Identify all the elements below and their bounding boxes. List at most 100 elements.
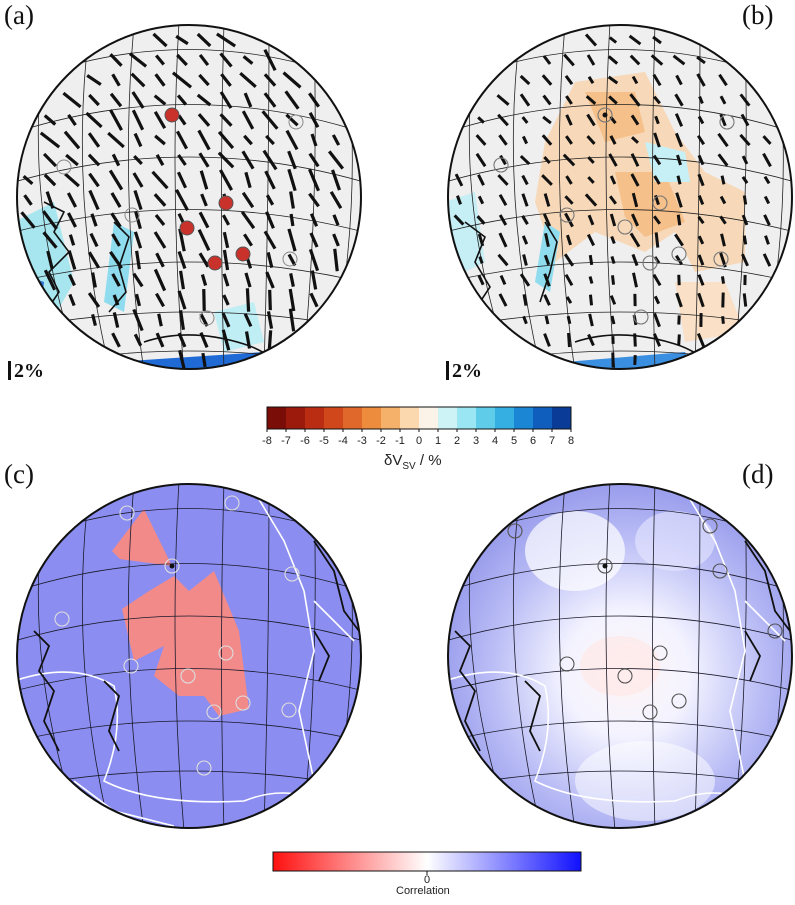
anisotropy-stick (630, 153, 640, 167)
velocity-label-sub: SV (402, 461, 416, 472)
anisotropy-stick (157, 313, 163, 327)
anisotropy-stick (721, 316, 725, 324)
anisotropy-stick (543, 156, 551, 164)
anisotropy-stick (43, 269, 57, 291)
panel-label-a: (a) (4, 0, 34, 30)
anisotropy-stick (477, 274, 485, 286)
anisotropy-stick (288, 288, 296, 312)
anisotropy-stick (522, 294, 528, 306)
velocity-colorbar-tick-label: 1 (435, 435, 441, 447)
anisotropy-stick (155, 154, 165, 166)
anisotropy-stick (567, 332, 571, 348)
anisotropy-stick (607, 75, 619, 85)
anisotropy-stick (631, 253, 639, 267)
anisotropy-stick (87, 153, 101, 167)
anisotropy-stick (308, 92, 320, 108)
anisotropy-stick (133, 154, 143, 166)
correlation-tick-zero: 0 (424, 874, 430, 883)
anisotropy-stick (222, 294, 230, 306)
anisotropy-stick (654, 115, 660, 125)
anisotropy-stick (565, 114, 573, 126)
anisotropy-stick (477, 116, 485, 124)
anisotropy-stick (282, 71, 302, 89)
anisotropy-stick (39, 131, 61, 149)
anisotropy-stick (131, 91, 145, 109)
anisotropy-stick (564, 195, 574, 205)
velocity-colorbar-cell (286, 407, 306, 429)
anisotropy-stick (610, 235, 616, 245)
velocity-colorbar-tick-label: -4 (338, 435, 348, 447)
velocity-label-unit: / % (415, 452, 442, 469)
anisotropy-stick (310, 270, 318, 290)
scale-bar-line (446, 361, 449, 380)
anisotropy-stick (631, 192, 639, 208)
anisotropy-stick (565, 135, 573, 145)
anisotropy-stick (240, 210, 256, 230)
anisotropy-stick (154, 134, 166, 146)
anisotropy-stick (111, 233, 121, 247)
velocity-colorbar-cell (533, 407, 553, 429)
globe-panel-b (447, 24, 793, 370)
anisotropy-stick (498, 232, 508, 248)
anisotropy-stick (153, 268, 167, 292)
anisotropy-stick (476, 215, 486, 225)
anisotropy-stick (608, 95, 618, 105)
anisotropy-stick (609, 213, 617, 227)
velocity-colorbar-cell (514, 407, 534, 429)
anisotropy-stick (153, 231, 167, 249)
anisotropy-stick (588, 294, 594, 306)
anisotropy-stick (631, 75, 639, 85)
anisotropy-stick (697, 292, 705, 308)
anisotropy-stick (199, 313, 209, 327)
anisotropy-stick (222, 231, 230, 249)
anisotropy-stick (111, 153, 121, 167)
anisotropy-stick (675, 132, 683, 148)
anisotropy-stick (588, 254, 594, 266)
anisotropy-stick (155, 292, 165, 308)
anisotropy-stick (477, 195, 485, 205)
anisotropy-stick (608, 153, 618, 167)
anisotropy-stick (42, 231, 58, 249)
anisotropy-stick (199, 170, 209, 190)
velocity-colorbar-cell (476, 407, 496, 429)
anisotropy-stick (285, 113, 299, 127)
anisotropy-stick (541, 174, 553, 186)
anisotropy-stick (331, 169, 341, 191)
anisotropy-stick (498, 134, 508, 146)
anisotropy-stick (609, 175, 617, 185)
anisotropy-stick (308, 168, 320, 192)
velocity-colorbar-cell (552, 407, 572, 429)
anisotropy-stick (720, 276, 726, 284)
positive-correlation-patch-north (112, 509, 172, 566)
anisotropy-stick (497, 113, 509, 127)
anisotropy-stick (587, 176, 595, 184)
anisotropy-stick (584, 33, 598, 47)
anisotropy-stick (720, 233, 726, 247)
anisotropy-stick (544, 315, 550, 325)
anisotropy-stick (696, 55, 706, 65)
anisotropy-stick (478, 256, 484, 264)
anisotropy-stick (739, 93, 751, 107)
anisotropy-stick (154, 213, 166, 227)
anisotropy-stick (133, 190, 143, 210)
anisotropy-stick (198, 152, 210, 168)
anisotropy-stick (87, 251, 101, 269)
anisotropy-stick (67, 250, 77, 270)
anisotropy-stick (742, 195, 748, 205)
anisotropy-stick (652, 154, 662, 166)
anisotropy-stick (653, 215, 661, 225)
velocity-colorbar-tick-label: -5 (319, 435, 329, 447)
anisotropy-stick (696, 332, 706, 348)
anisotropy-stick (609, 295, 617, 305)
anisotropy-stick (108, 169, 124, 191)
anisotropy-stick (171, 71, 193, 89)
anisotropy-stick (719, 95, 727, 105)
anisotropy-stick (675, 192, 683, 208)
anisotropy-stick (475, 134, 487, 146)
anisotropy-stick (219, 113, 233, 127)
anisotropy-stick (653, 95, 661, 105)
anisotropy-stick (68, 273, 76, 287)
anisotropy-stick (175, 189, 189, 211)
anisotropy-stick (496, 94, 510, 106)
anisotropy-stick (198, 53, 210, 67)
